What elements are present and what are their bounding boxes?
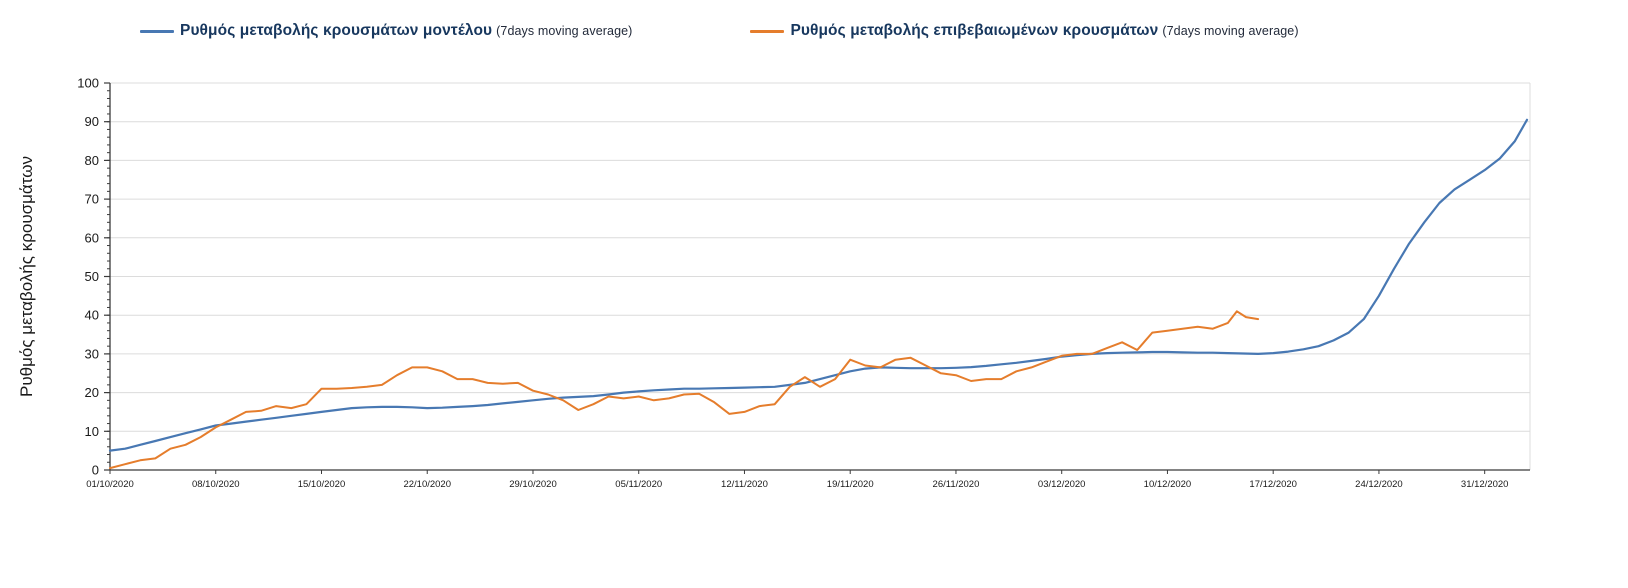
x-tick-label: 01/10/2020: [86, 479, 134, 490]
y-tick-label: 80: [85, 153, 99, 168]
x-tick-label: 05/11/2020: [615, 479, 662, 490]
y-tick-label: 30: [85, 346, 99, 361]
y-tick-label: 10: [85, 424, 99, 439]
legend-label-confirmed: Ρυθμός μεταβολής επιβεβαιωμένων κρουσμάτ…: [790, 22, 1298, 40]
chart-legend: Ρυθμός μεταβολής κρουσμάτων μοντέλου (7da…: [140, 22, 1299, 40]
y-tick-label: 90: [85, 114, 99, 129]
y-tick-label: 100: [77, 76, 99, 91]
x-tick-label: 29/10/2020: [509, 479, 557, 490]
legend-label-model: Ρυθμός μεταβολής κρουσμάτων μοντέλου (7da…: [180, 22, 632, 40]
legend-label-model-text: Ρυθμός μεταβολής κρουσμάτων μοντέλου: [180, 22, 493, 39]
y-tick-label: 60: [85, 230, 99, 245]
x-tick-label: 19/11/2020: [827, 479, 874, 490]
legend-label-confirmed-text: Ρυθμός μεταβολής επιβεβαιωμένων κρουσμάτ…: [790, 22, 1159, 39]
legend-label-model-suffix: (7days moving average): [496, 24, 633, 38]
legend-line-sample-model: [140, 29, 174, 33]
line-chart: 0 10 20 30 40 50 60 70 80 90 100 01/10/2020 08/10/20…: [77, 76, 1531, 490]
x-tick-label: 17/12/2020: [1249, 479, 1297, 490]
x-tick-label: 08/10/2020: [192, 479, 240, 490]
legend-line-sample-confirmed: [750, 29, 785, 33]
y-tick-label: 20: [85, 385, 99, 400]
y-tick-label: 40: [85, 308, 99, 323]
y-tick-label: 0: [92, 463, 99, 478]
legend-item-model: Ρυθμός μεταβολής κρουσμάτων μοντέλου (7da…: [140, 22, 632, 40]
x-tick-label: 03/12/2020: [1038, 479, 1086, 490]
x-tick-label: 15/10/2020: [298, 479, 346, 490]
legend-item-confirmed: Ρυθμός μεταβολής επιβεβαιωμένων κρουσμάτ…: [750, 22, 1299, 40]
series-line-confirmed: [109, 310, 1260, 470]
x-tick-label: 24/12/2020: [1355, 479, 1403, 490]
x-tick-label: 26/11/2020: [933, 479, 980, 490]
x-tick-label: 22/10/2020: [403, 479, 451, 490]
x-tick-label: 10/12/2020: [1144, 479, 1192, 490]
y-tick-label: 50: [85, 269, 99, 284]
series-line-model: [108, 118, 1529, 452]
y-tick-label: 70: [85, 192, 99, 207]
legend-label-confirmed-suffix: (7days moving average): [1162, 24, 1299, 38]
x-tick-label: 31/12/2020: [1461, 479, 1509, 490]
x-tick-label: 12/11/2020: [721, 479, 768, 490]
